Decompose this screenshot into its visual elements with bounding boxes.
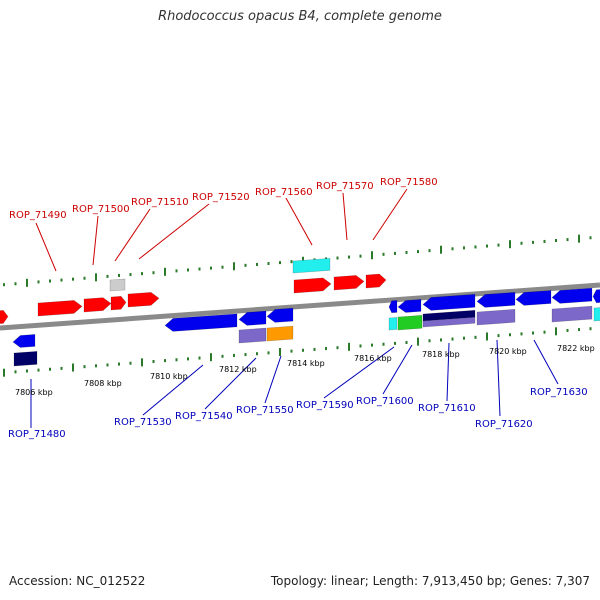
forward-gene-label[interactable]: ROP_71560 [255,187,313,198]
leader-line [92,215,99,266]
reverse-gene-label[interactable]: ROP_71550 [236,405,294,416]
gene-arrow[interactable] [13,351,38,367]
gene-arrow[interactable] [110,295,127,311]
kbp-label: 7810 kbp [150,372,188,381]
gene-arrow[interactable] [422,316,476,328]
kbp-label: 7820 kbp [489,347,527,356]
gene-arrow[interactable] [476,308,516,326]
leader-line [114,208,151,262]
gene-arrow[interactable] [397,299,422,313]
leader-line [204,357,257,410]
kbp-label: 7806 kbp [15,388,53,397]
kbp-label: 7812 kbp [219,365,257,374]
kbp-label: 7816 kbp [354,354,392,363]
genome-summary-text: Topology: linear; Length: 7,913,450 bp; … [270,574,590,588]
accession-text: Accession: NC_012522 [9,574,146,588]
leader-line [142,364,204,416]
gene-arrow[interactable] [397,314,423,331]
leader-line [138,203,210,260]
leader-line [35,222,57,272]
gene-arrow[interactable] [551,305,593,323]
reverse-gene-label[interactable]: ROP_71630 [530,387,588,398]
gene-arrow[interactable] [0,310,9,324]
forward-gene-label[interactable]: ROP_71570 [316,181,374,192]
gene-arrow[interactable] [515,290,552,306]
gene-arrow[interactable] [109,278,126,292]
gene-arrow[interactable] [422,293,476,311]
reverse-gene-label[interactable]: ROP_71480 [8,429,66,440]
forward-gene-label[interactable]: ROP_71500 [72,204,130,215]
gene-arrow[interactable] [333,275,365,291]
gene-arrow[interactable] [164,313,238,332]
leader-line [372,188,408,241]
leader-line [342,192,348,241]
leader-line [382,344,413,395]
reverse-tick-row [3,327,592,377]
gene-arrow[interactable] [266,307,294,323]
reverse-gene-label[interactable]: ROP_71530 [114,417,172,428]
reverse-gene-label[interactable]: ROP_71600 [356,396,414,407]
gene-arrow[interactable] [365,273,387,289]
gene-arrow[interactable] [593,307,600,322]
kbp-label: 7808 kbp [84,379,122,388]
gene-arrow[interactable] [37,300,83,317]
forward-gene-label[interactable]: ROP_71490 [9,210,67,221]
reverse-gene-label[interactable]: ROP_71540 [175,411,233,422]
forward-tick-row [3,234,592,287]
forward-gene-label[interactable]: ROP_71580 [380,177,438,188]
reverse-gene-label[interactable]: ROP_71610 [418,403,476,414]
gene-arrow[interactable] [83,297,112,313]
forward-gene-label[interactable]: ROP_71510 [131,197,189,208]
gene-arrow[interactable] [592,289,600,304]
leader-line [446,342,450,402]
kbp-label: 7818 kbp [422,350,460,359]
label-leader-lines [30,188,559,428]
reverse-gene-label[interactable]: ROP_71590 [296,400,354,411]
kbp-label: 7822 kbp [557,344,595,353]
kbp-scale-labels: 7806 kbp 7808 kbp 7810 kbp 7812 kbp 7814 kbp… [15,344,595,397]
leader-line [323,346,395,399]
gene-track [0,258,600,367]
gene-arrow[interactable] [551,287,593,304]
reverse-gene-label[interactable]: ROP_71620 [475,419,533,430]
leader-line [264,355,282,404]
forward-gene-label[interactable]: ROP_71520 [192,192,250,203]
gene-arrow[interactable] [388,317,398,331]
gene-arrow[interactable] [266,325,294,342]
gene-arrow[interactable] [127,292,160,308]
gene-arrow[interactable] [293,277,332,294]
gene-arrow[interactable] [292,258,331,274]
gene-arrow[interactable] [238,310,267,326]
kbp-label: 7814 kbp [287,359,325,368]
gene-arrow[interactable] [476,291,516,308]
map-title: Rhodococcus opacus B4, complete genome [158,9,442,24]
gene-arrow[interactable] [388,300,398,314]
gene-arrow[interactable] [12,334,36,348]
leader-line [285,197,313,246]
gene-arrow[interactable] [238,327,267,344]
leader-line [496,339,501,417]
genome-backbone [0,282,600,331]
leader-line [533,339,559,385]
